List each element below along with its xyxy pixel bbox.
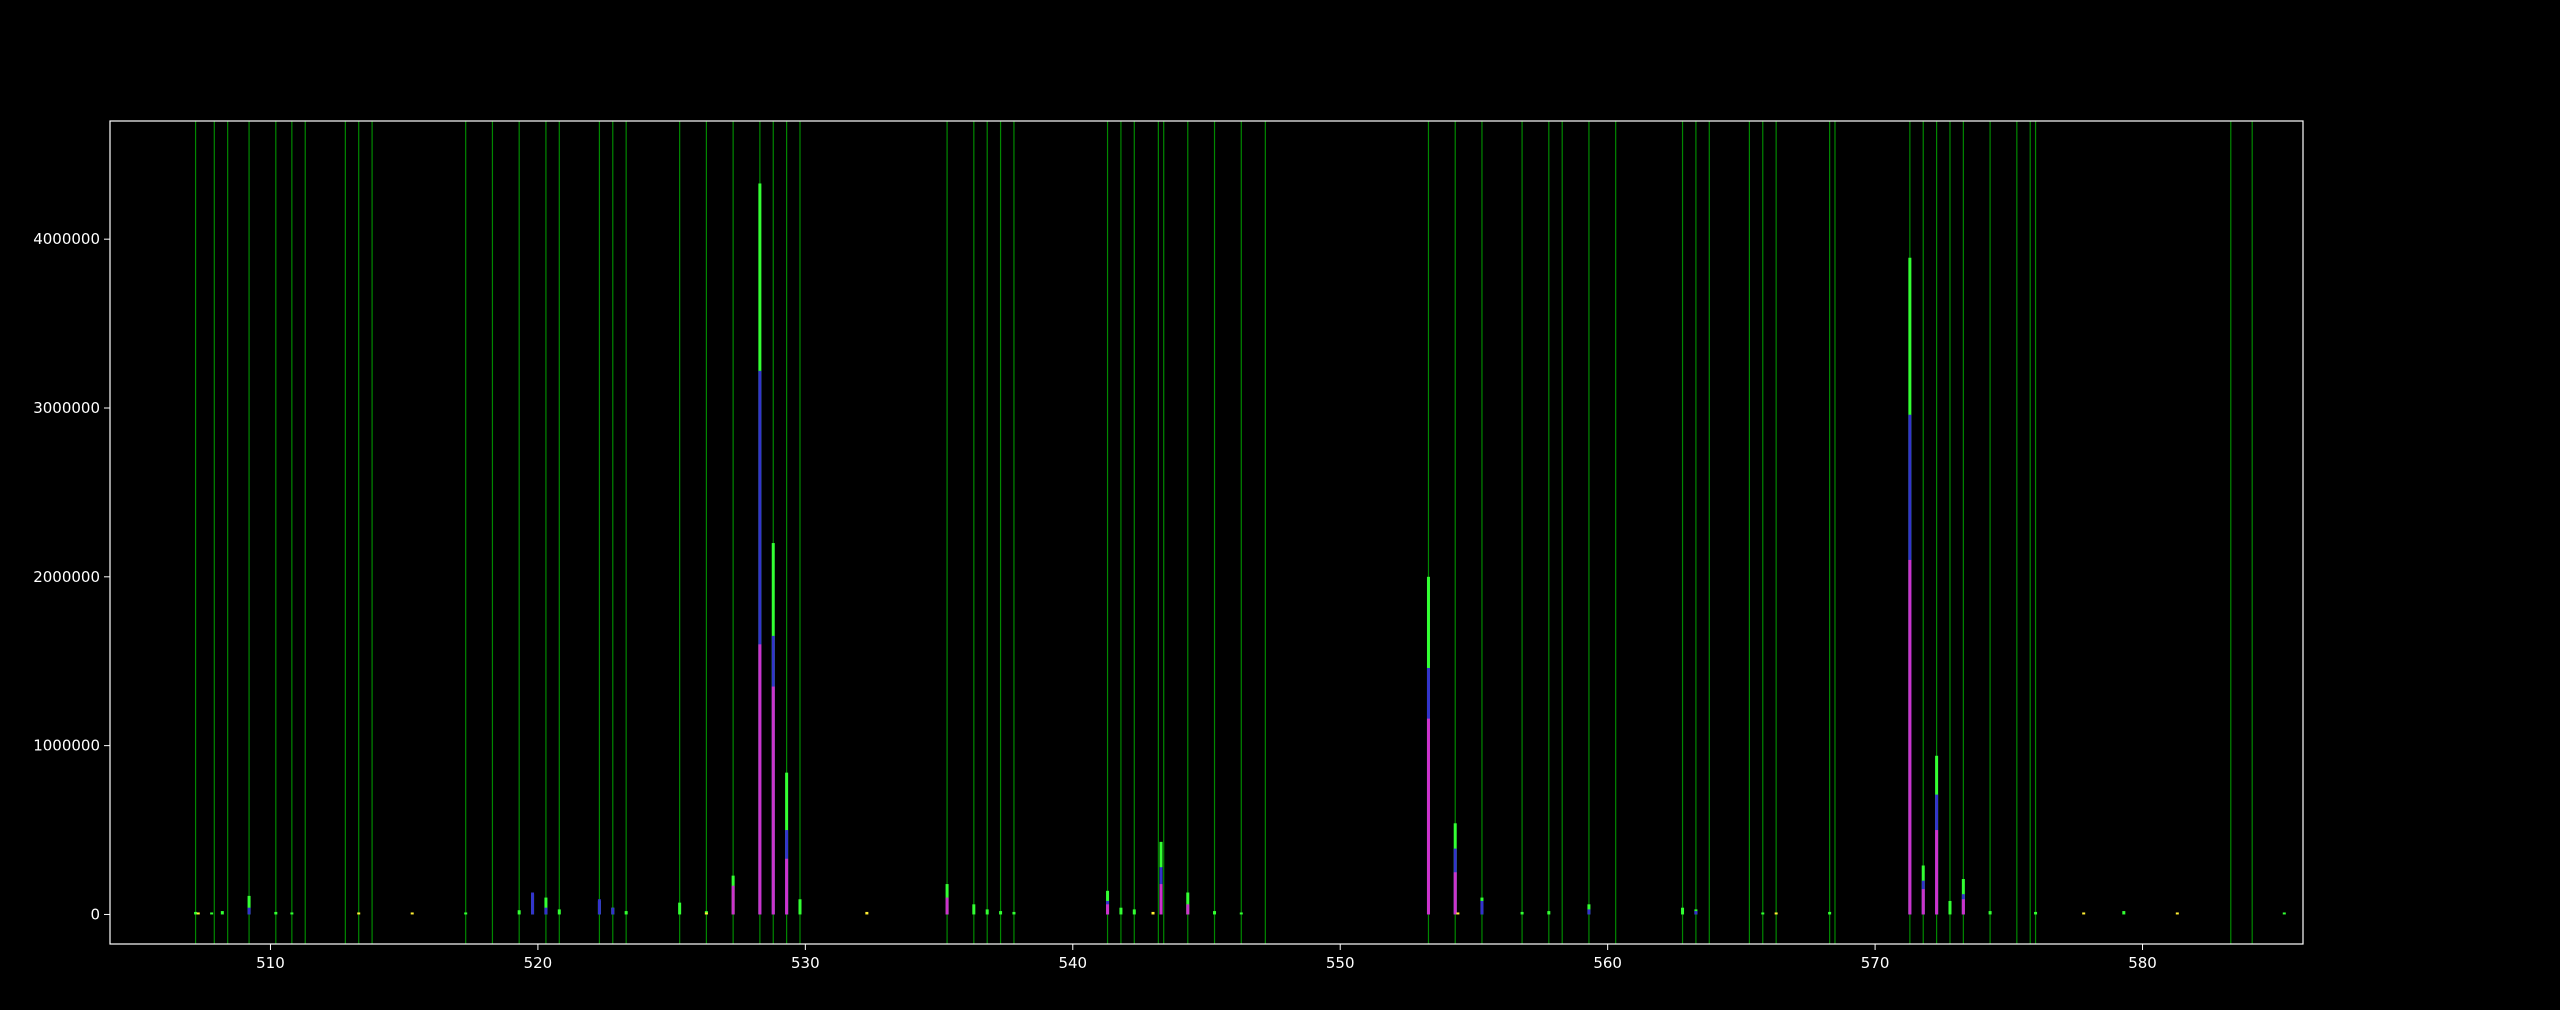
bar-green — [517, 910, 521, 915]
bar-green — [194, 911, 198, 915]
y-axis-ticks: 0 1000000 2000000 3000000 4000000 — [33, 230, 110, 923]
bar-yellow — [1151, 911, 1155, 915]
bar-green — [999, 911, 1003, 915]
bar-green — [220, 911, 224, 915]
bar-magenta — [1159, 884, 1163, 915]
bar-magenta — [758, 644, 762, 915]
y-tick-label: 3000000 — [33, 399, 100, 417]
data-bars — [194, 183, 2286, 915]
y-tick-label: 0 — [90, 905, 100, 923]
bar-yellow — [357, 912, 361, 915]
bar-green — [544, 897, 548, 915]
y-tick-label: 4000000 — [33, 230, 100, 248]
bar-green — [1520, 911, 1524, 915]
bar-green — [1012, 911, 1016, 915]
bar-green — [1132, 909, 1136, 915]
bar-yellow — [2175, 912, 2179, 915]
x-tick-label: 580 — [2128, 954, 2157, 972]
bar-green — [1119, 907, 1123, 915]
bar-green — [1186, 892, 1190, 915]
bar-green — [1761, 912, 1765, 915]
x-tick-label: 550 — [1326, 954, 1355, 972]
axes-frame — [109, 120, 2304, 945]
bar-magenta — [1961, 899, 1965, 915]
bar-green — [464, 912, 468, 915]
bar-magenta — [1921, 889, 1925, 915]
y-tick-label: 1000000 — [33, 737, 100, 755]
bar-green — [210, 912, 214, 915]
bar-green — [1681, 907, 1685, 915]
bar-green — [1948, 900, 1952, 915]
bar-magenta — [1453, 872, 1457, 915]
bar-green — [2034, 911, 2038, 915]
bar-magenta — [945, 897, 949, 915]
bar-blue — [597, 899, 601, 915]
bar-magenta — [785, 858, 789, 915]
bar-blue — [544, 907, 548, 915]
bar-green — [678, 902, 682, 915]
bar-green — [2282, 912, 2286, 915]
bar-green — [290, 912, 294, 915]
x-tick-label: 510 — [256, 954, 285, 972]
bar-green — [1988, 911, 1992, 915]
bar-yellow — [704, 912, 708, 915]
bar-magenta — [771, 686, 775, 915]
bar-green — [557, 909, 561, 915]
bar-yellow — [1774, 912, 1778, 915]
bar-green — [2122, 911, 2126, 915]
bar-magenta — [731, 885, 735, 915]
x-tick-label: 570 — [1861, 954, 1890, 972]
bar-magenta — [1908, 559, 1912, 915]
bar-magenta — [1426, 718, 1430, 915]
bar-blue — [531, 892, 535, 915]
bar-yellow — [2082, 912, 2086, 915]
bar-blue — [247, 907, 251, 915]
bar-green — [1547, 911, 1551, 915]
bar-magenta — [1186, 904, 1190, 915]
bar-green — [624, 911, 628, 915]
x-axis-ticks: 510 520 530 540 550 560 570 580 — [256, 944, 2157, 972]
bar-green — [1213, 911, 1217, 915]
bar-blue — [1480, 900, 1484, 915]
bar-blue — [1587, 909, 1591, 915]
bar-yellow — [410, 912, 414, 915]
bar-green — [985, 909, 989, 915]
bar-yellow — [1456, 912, 1460, 915]
x-tick-label: 530 — [791, 954, 820, 972]
bar-magenta — [1106, 904, 1110, 915]
x-tick-label: 560 — [1593, 954, 1622, 972]
bar-green — [274, 911, 278, 915]
bar-green — [1239, 912, 1243, 915]
bar-green — [247, 895, 251, 915]
bar-green — [1828, 911, 1832, 915]
x-tick-label: 520 — [524, 954, 553, 972]
bar-yellow — [196, 912, 200, 915]
bar-blue — [758, 370, 762, 915]
bar-blue — [1694, 911, 1698, 915]
x-tick-label: 540 — [1058, 954, 1087, 972]
bar-green — [798, 899, 802, 915]
bar-green — [972, 904, 976, 915]
bar-blue — [611, 907, 615, 915]
y-tick-label: 2000000 — [33, 568, 100, 586]
bar-yellow — [865, 911, 869, 915]
bar-magenta — [1935, 830, 1939, 915]
